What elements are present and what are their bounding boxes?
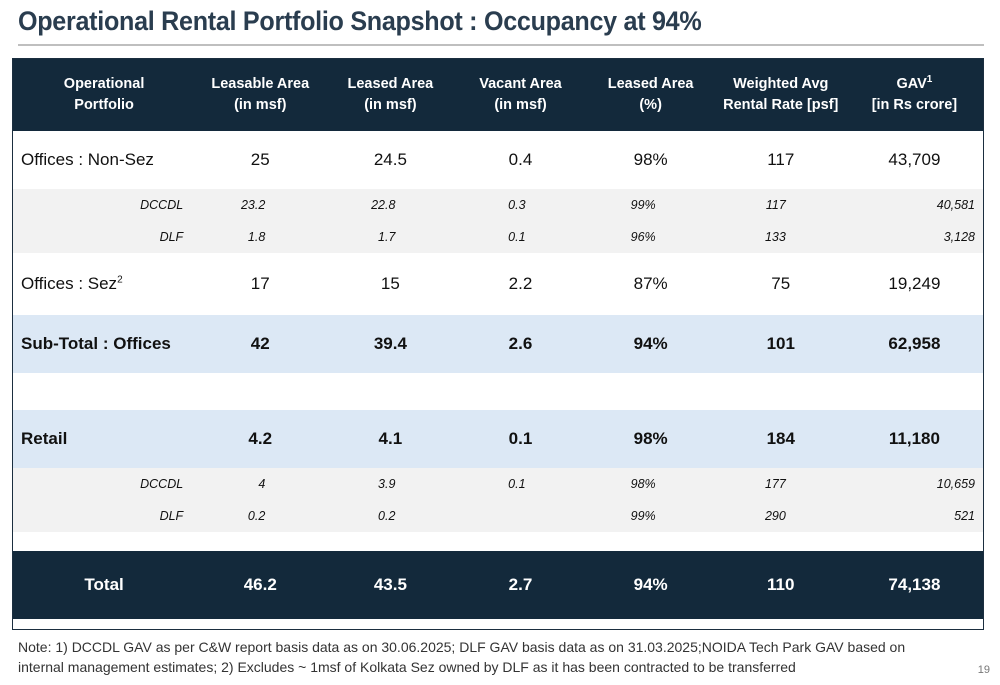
subrow-label: DLF [159, 230, 184, 244]
cell-leased-pct: 87% [633, 274, 668, 293]
cell-leasable: 46.2 [243, 575, 277, 594]
cell-leased: 22.8 [371, 198, 396, 212]
cell-leased: 3.9 [378, 477, 396, 491]
cell-leasable: 17 [250, 274, 270, 293]
cell-leased: 43.5 [373, 575, 407, 594]
cell-vacant: 0.4 [508, 150, 533, 169]
table-subrow: DLF 1.8 1.7 0.1 96% 133 3,128 [13, 221, 983, 253]
cell-vacant: 2.7 [508, 575, 533, 594]
cell-leasable: 23.2 [240, 198, 266, 212]
cell-leased-pct: 99% [630, 509, 656, 523]
total-row: Total 46.2 43.5 2.7 94% 110 74,138 [13, 551, 983, 619]
cell-vacant [455, 500, 585, 532]
cell-leased: 24.5 [373, 150, 407, 169]
table-subrow: DLF 0.2 0.2 99% 290 521 [13, 500, 983, 532]
cell-vacant: 0.1 [508, 230, 526, 244]
cell-leased-pct: 94% [633, 575, 668, 594]
row-label: Offices : Sez2 [21, 274, 123, 293]
cell-leased: 0.2 [378, 509, 396, 523]
cell-rental-rate: 117 [765, 198, 786, 212]
cell-rental-rate: 290 [764, 509, 786, 523]
cell-rental-rate: 101 [766, 334, 795, 353]
row-label: Retail [21, 429, 68, 448]
header-gav: GAV1 [in Rs crore] [871, 74, 958, 113]
table-subrow: DCCDL 23.2 22.8 0.3 99% 117 40,581 [13, 189, 983, 221]
cell-leased-pct: 94% [633, 334, 668, 353]
cell-leased-pct: 99% [630, 198, 656, 212]
table-row: Offices : Non-Sez 25 24.5 0.4 98% 117 43… [13, 131, 983, 189]
cell-gav: 43,709 [888, 150, 941, 169]
cell-gav: 62,958 [888, 334, 941, 353]
cell-leased-pct: 98% [630, 477, 656, 491]
cell-leasable: 4.2 [248, 429, 273, 448]
cell-leased: 4.1 [378, 429, 403, 448]
cell-vacant: 0.1 [508, 477, 526, 491]
cell-rental-rate: 117 [767, 150, 795, 169]
row-label: Sub-Total : Offices [21, 334, 171, 353]
cell-vacant: 2.6 [508, 334, 533, 353]
header-leased-area-pct: Leased Area (%) [607, 76, 694, 113]
cell-leased-pct: 98% [633, 429, 668, 448]
cell-rental-rate: 110 [767, 575, 795, 594]
title-divider [18, 44, 984, 46]
row-label: Total [84, 575, 124, 594]
cell-gav: 11,180 [888, 429, 940, 448]
page-number: 19 [977, 664, 990, 676]
cell-gav: 40,581 [936, 198, 975, 212]
cell-leased: 39.4 [373, 334, 407, 353]
subrow-label: DLF [159, 509, 184, 523]
header-vacant-area: Vacant Area (in msf) [479, 76, 562, 113]
cell-leasable: 0.2 [247, 509, 266, 523]
table-subrow: DCCDL 4 3.9 0.1 98% 177 10,659 [13, 468, 983, 500]
cell-leasable: 4 [258, 477, 266, 491]
table-header-row: Operational Portfolio Leasable Area (in ms… [13, 59, 983, 131]
cell-gav: 10,659 [936, 477, 975, 491]
cell-gav: 74,138 [888, 575, 941, 594]
subrow-label: DCCDL [140, 477, 184, 491]
footnote: Note: 1) DCCDL GAV as per C&W report bas… [18, 639, 906, 675]
cell-vacant: 0.3 [508, 198, 526, 212]
row-label: Offices : Non-Sez [21, 150, 154, 169]
cell-leased-pct: 98% [633, 150, 668, 169]
cell-leasable: 42 [250, 334, 270, 353]
portfolio-table: Operational Portfolio Leasable Area (in ms… [12, 58, 984, 630]
cell-rental-rate: 133 [764, 230, 786, 244]
cell-rental-rate: 184 [766, 429, 795, 448]
subrow-label: DCCDL [140, 198, 184, 212]
cell-leased-pct: 96% [630, 230, 656, 244]
cell-gav: 19,249 [888, 274, 941, 293]
cell-rental-rate: 177 [764, 477, 786, 491]
cell-gav: 521 [954, 509, 975, 523]
cell-vacant: 0.1 [508, 429, 533, 448]
cell-leased: 1.7 [378, 230, 396, 244]
spacer-row [13, 373, 983, 410]
table-row: Retail 4.2 4.1 0.1 98% 184 11,180 [13, 410, 983, 468]
subtotal-row: Sub-Total : Offices 42 39.4 2.6 94% 101 … [13, 315, 983, 373]
spacer-row [13, 532, 983, 551]
header-leasable-area: Leasable Area (in msf) [211, 76, 310, 113]
cell-vacant: 2.2 [508, 274, 533, 293]
table-row: Offices : Sez2 17 15 2.2 87% 75 19,249 [13, 253, 983, 315]
cell-gav: 3,128 [943, 230, 975, 244]
header-operational-portfolio: Operational Portfolio [63, 76, 145, 113]
cell-leasable: 1.8 [247, 230, 266, 244]
header-leased-area: Leased Area (in msf) [347, 76, 434, 113]
page-title: Operational Rental Portfolio Snapshot : … [18, 6, 702, 36]
cell-leasable: 25 [250, 150, 270, 169]
header-weighted-avg-rental: Weighted Avg Rental Rate [psf] [723, 76, 839, 113]
cell-rental-rate: 75 [771, 274, 791, 293]
cell-leased: 15 [380, 274, 400, 293]
